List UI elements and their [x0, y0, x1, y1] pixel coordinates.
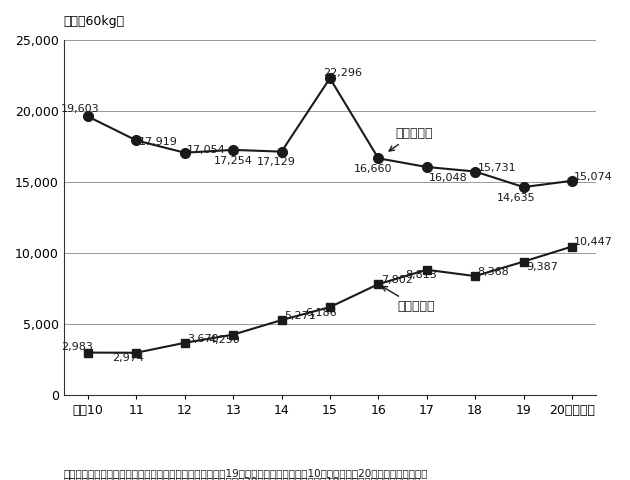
- Text: （円／60kg）: （円／60kg）: [64, 15, 125, 28]
- Text: 7,802: 7,802: [381, 275, 413, 285]
- Text: 17,129: 17,129: [257, 157, 296, 168]
- Text: 中国産価格: 中国産価格: [382, 287, 435, 313]
- Text: 注：日本産は玄米、中国産は精米の、短粒種の価格。平成19年については、日本産は10月現在、平成20年については、米価: 注：日本産は玄米、中国産は精米の、短粒種の価格。平成19年については、日本産は1…: [63, 468, 428, 478]
- Text: 9,387: 9,387: [526, 262, 558, 272]
- Text: 10,447: 10,447: [575, 237, 613, 247]
- Text: 17,254: 17,254: [214, 156, 253, 166]
- Text: 16,048: 16,048: [429, 173, 468, 183]
- Text: 2,974: 2,974: [112, 353, 144, 363]
- Text: 3,670: 3,670: [187, 334, 219, 344]
- Text: 17,919: 17,919: [139, 137, 178, 147]
- Text: 16,660: 16,660: [354, 164, 392, 174]
- Text: 6,186: 6,186: [306, 308, 337, 318]
- Text: 8,368: 8,368: [478, 267, 509, 277]
- Text: 8,813: 8,813: [405, 270, 437, 280]
- Text: 22,296: 22,296: [323, 68, 362, 78]
- Text: 5,271: 5,271: [284, 311, 316, 321]
- Text: 格センターに上場がないため比較可能な数値はないが、平成20年の相対取引価格と平成19年の上場価格の比から推計。: 格センターに上場がないため比較可能な数値はないが、平成20年の相対取引価格と平成…: [63, 476, 421, 480]
- Text: 2,983: 2,983: [61, 342, 93, 352]
- Text: 14,635: 14,635: [497, 193, 536, 203]
- Text: 17,054: 17,054: [187, 145, 226, 155]
- Text: 19,603: 19,603: [61, 104, 100, 114]
- Text: 日本産価格: 日本産価格: [389, 127, 433, 151]
- Text: 15,074: 15,074: [575, 172, 613, 182]
- Text: 15,731: 15,731: [478, 163, 516, 173]
- Text: 4,250: 4,250: [209, 335, 241, 345]
